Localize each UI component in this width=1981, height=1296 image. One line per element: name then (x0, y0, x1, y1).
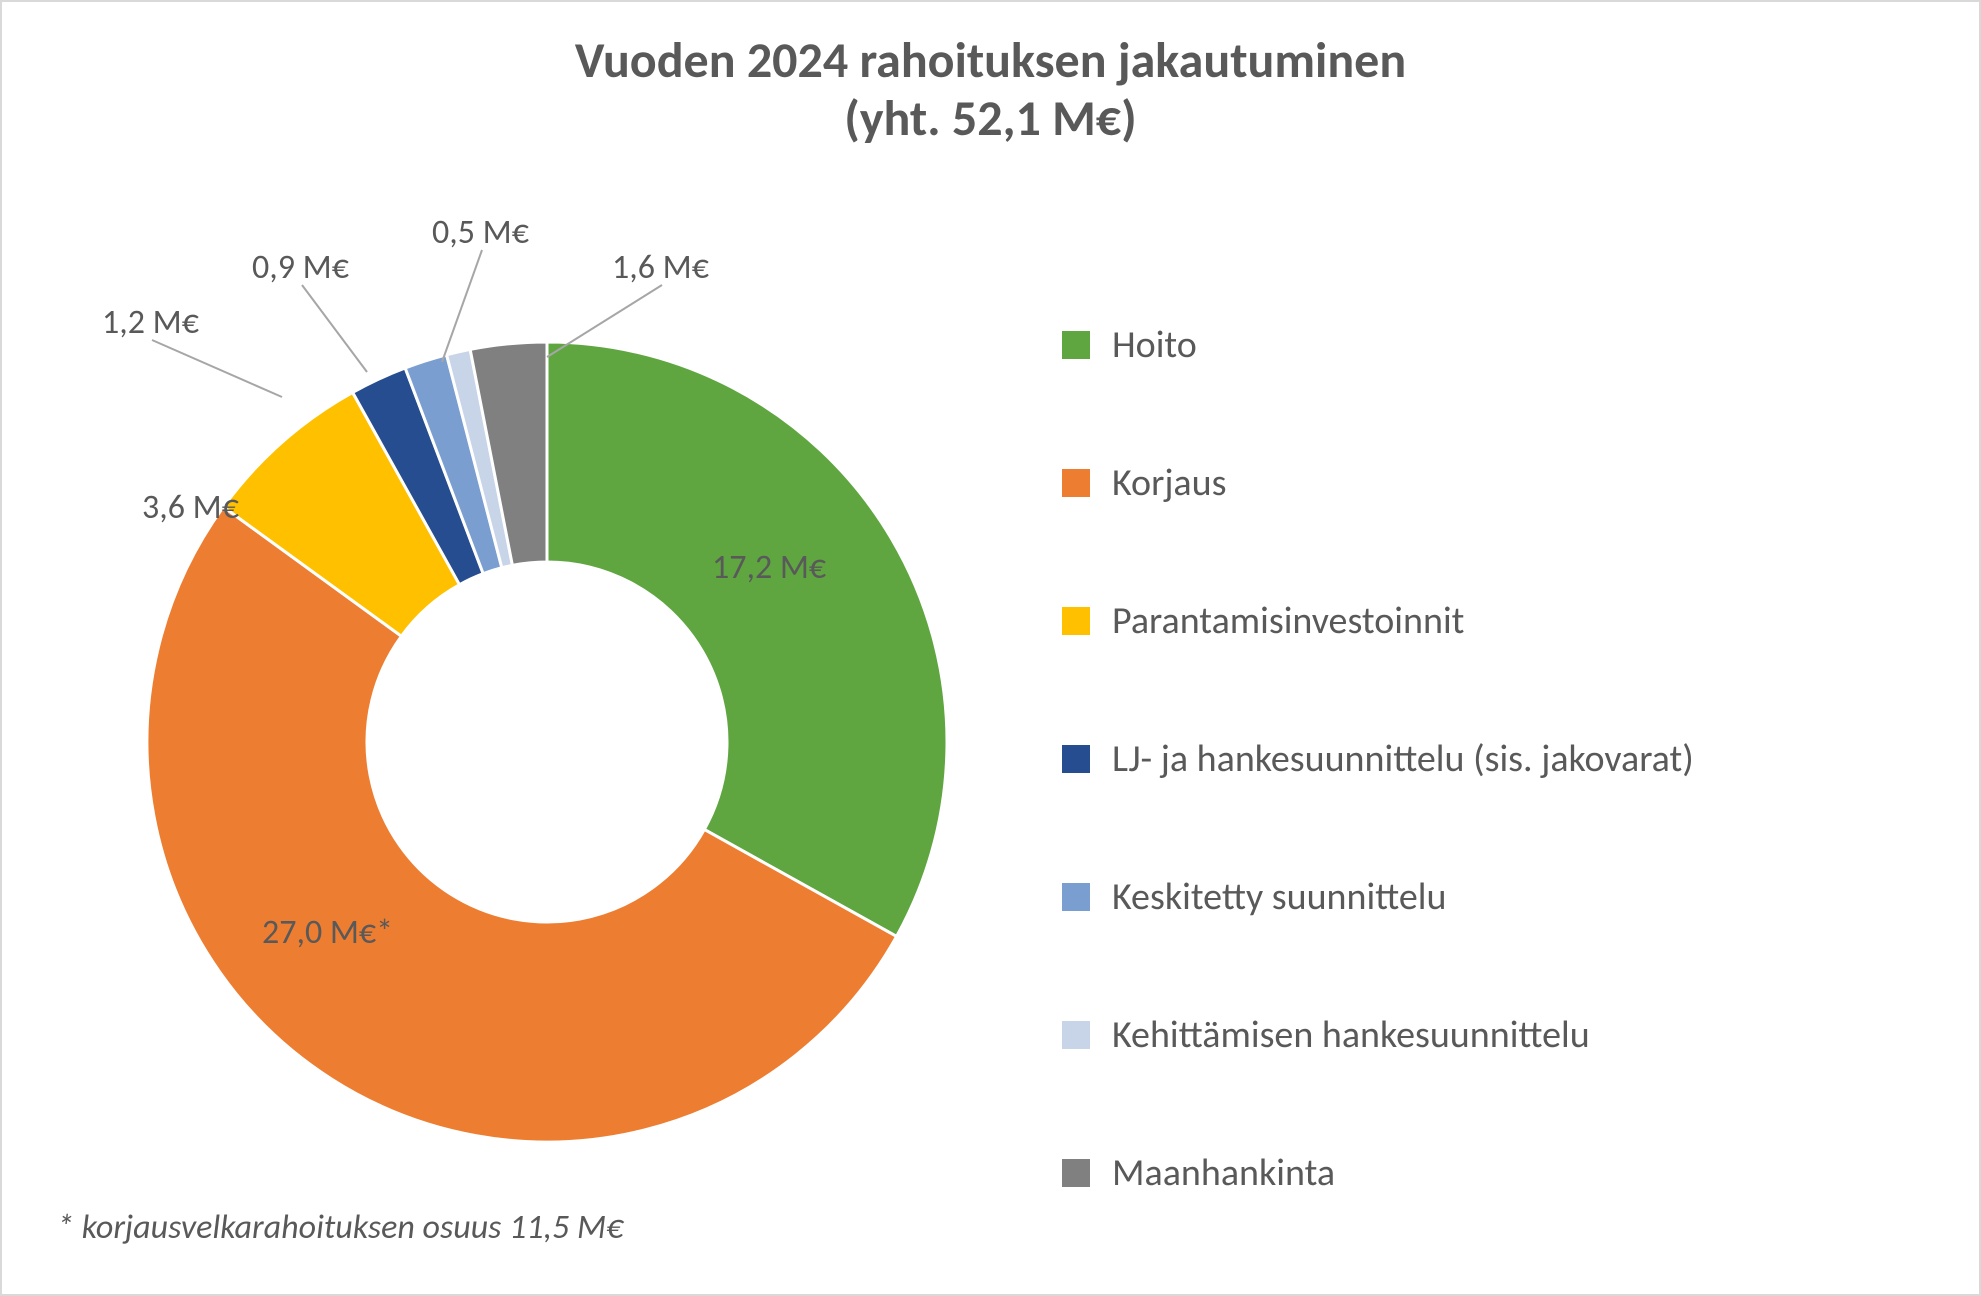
leader-line (440, 248, 484, 364)
donut-chart (127, 322, 967, 1162)
legend-item: Maanhankinta (1062, 1150, 1694, 1196)
legend-swatch (1062, 469, 1090, 497)
legend-label: Maanhankinta (1112, 1150, 1335, 1196)
legend-label: LJ- ja hankesuunnittelu (sis. jakovarat) (1112, 736, 1694, 782)
legend-label: Korjaus (1112, 460, 1226, 506)
data-label: 3,6 M€ (142, 487, 239, 528)
legend-item: Kehittämisen hankesuunnittelu (1062, 1012, 1694, 1058)
legend-item: Korjaus (1062, 460, 1694, 506)
data-label: 0,5 M€ (432, 212, 529, 253)
legend-swatch (1062, 1159, 1090, 1187)
legend-item: LJ- ja hankesuunnittelu (sis. jakovarat) (1062, 736, 1694, 782)
legend-swatch (1062, 883, 1090, 911)
donut-slice (547, 342, 947, 936)
data-label: 27,0 M€* (262, 912, 393, 953)
data-label: 17,2 M€ (712, 547, 826, 588)
legend: Hoito Korjaus Parantamisinvestoinnit LJ- ja… (1062, 322, 1694, 1196)
leader-line (545, 283, 664, 359)
legend-swatch (1062, 331, 1090, 359)
chart-frame: Vuoden 2024 rahoituksen jakautuminen (yh… (0, 0, 1981, 1296)
legend-swatch (1062, 745, 1090, 773)
leader-line (300, 283, 369, 374)
legend-item: Parantamisinvestoinnit (1062, 598, 1694, 644)
leader-line (150, 338, 284, 399)
chart-title-line1: Vuoden 2024 rahoituksen jakautuminen (2, 32, 1979, 90)
chart-title-line2: (yht. 52,1 M€) (2, 90, 1979, 148)
legend-label: Keskitetty suunnittelu (1112, 874, 1446, 920)
legend-item: Hoito (1062, 322, 1694, 368)
data-label: 0,9 M€ (252, 247, 349, 288)
legend-item: Keskitetty suunnittelu (1062, 874, 1694, 920)
footnote: * korjausvelkarahoituksen osuus 11,5 M€ (57, 1207, 623, 1248)
legend-label: Parantamisinvestoinnit (1112, 598, 1464, 644)
legend-swatch (1062, 607, 1090, 635)
data-label: 1,2 M€ (102, 302, 199, 343)
chart-title: Vuoden 2024 rahoituksen jakautuminen (yh… (2, 32, 1979, 147)
legend-label: Hoito (1112, 322, 1197, 368)
data-label: 1,6 M€ (612, 247, 709, 288)
legend-label: Kehittämisen hankesuunnittelu (1112, 1012, 1590, 1058)
legend-swatch (1062, 1021, 1090, 1049)
